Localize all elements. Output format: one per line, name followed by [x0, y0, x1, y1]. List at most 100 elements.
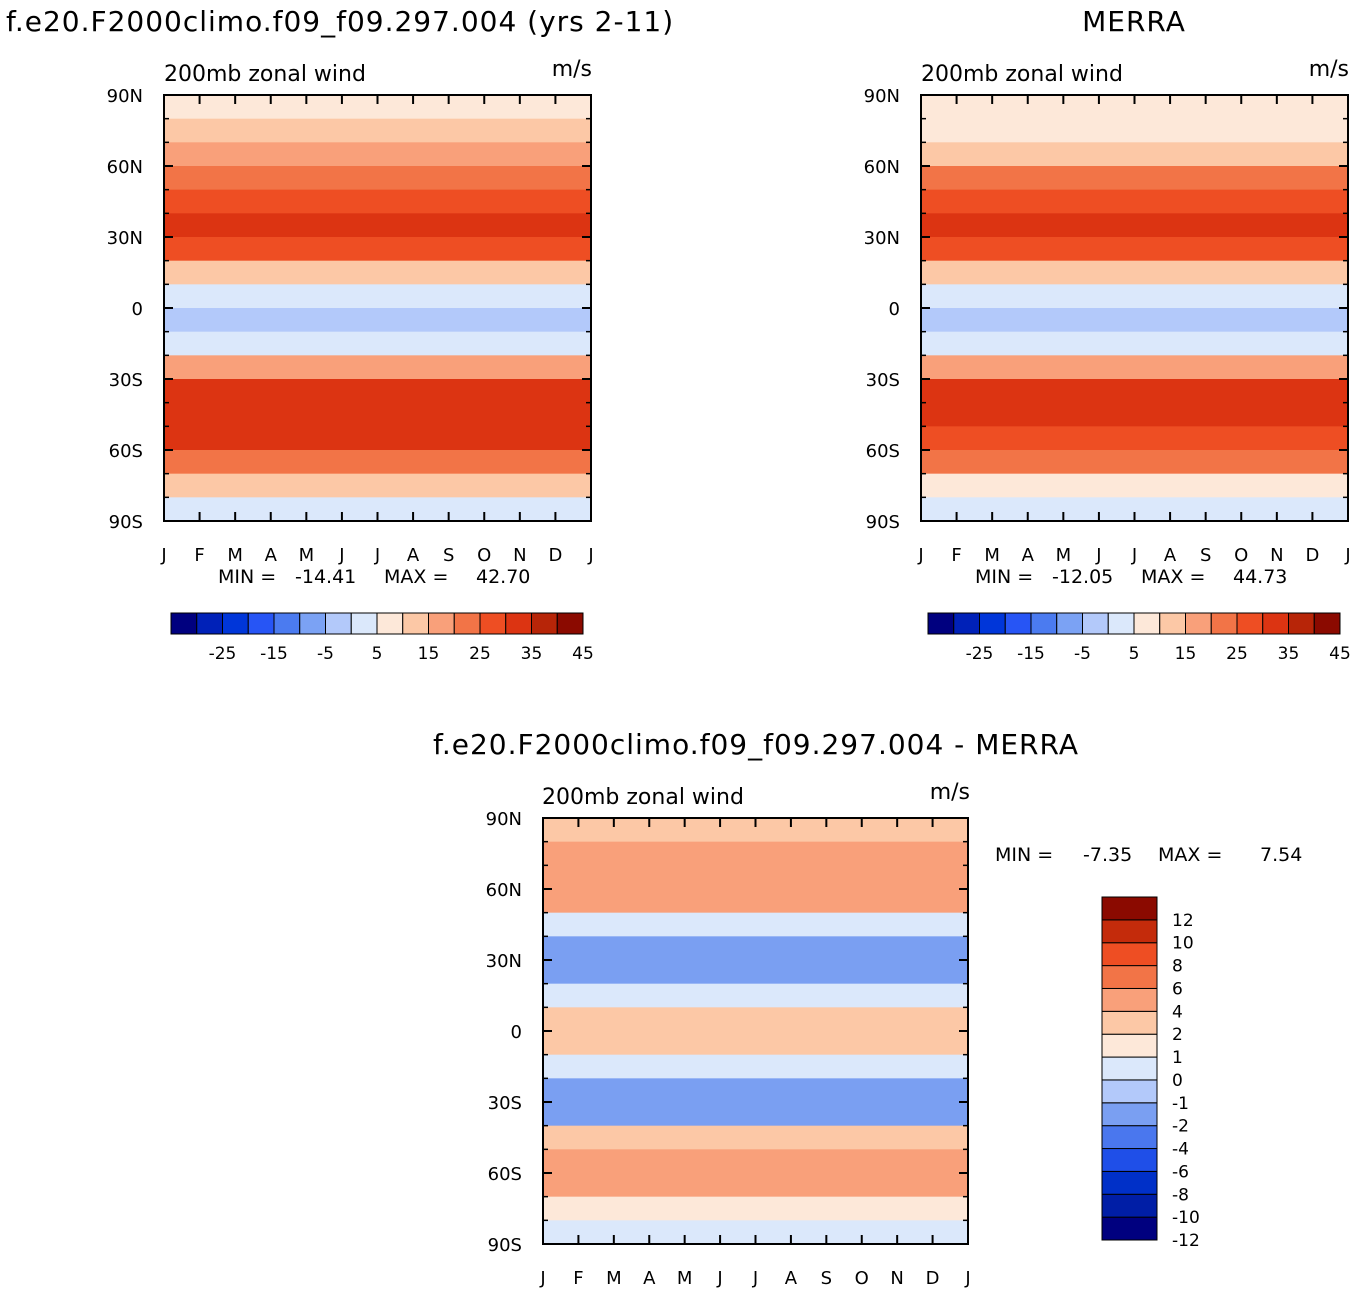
- diff-y-tick-label: 30S: [488, 1093, 522, 1114]
- model-colorbar-label: 15: [418, 644, 440, 664]
- model-lat-band: [164, 355, 591, 380]
- diff-colorbar-swatch: [1101, 1216, 1158, 1241]
- merra-lat-band: [921, 402, 1348, 427]
- merra-colorbar-label: -15: [1017, 644, 1045, 664]
- model-lat-band: [164, 402, 591, 427]
- model-lat-band: [164, 450, 591, 475]
- diff-x-tick-label: A: [643, 1268, 656, 1289]
- merra-x-tick-label: J: [1095, 545, 1101, 566]
- model-lat-band: [164, 118, 591, 143]
- model-x-tick-label: M: [227, 545, 243, 566]
- merra-x-tick-label: M: [1056, 545, 1072, 566]
- diff-lat-band: [543, 889, 968, 914]
- diff-lat-band: [543, 912, 968, 937]
- model-lat-band: [164, 237, 591, 262]
- merra-lat-band: [921, 166, 1348, 191]
- model-colorbar-swatch: [428, 612, 455, 635]
- diff-x-tick-label: F: [573, 1268, 583, 1289]
- diff-x-tick-label: S: [821, 1268, 832, 1289]
- diff-colorbar-swatch: [1101, 1102, 1158, 1127]
- merra-lat-band: [921, 142, 1348, 167]
- merra-x-tick-label: F: [951, 545, 961, 566]
- merra-lat-band: [921, 260, 1348, 285]
- diff-x-tick-label: A: [785, 1268, 798, 1289]
- merra-lat-band: [921, 355, 1348, 380]
- model-y-tick-label: 0: [132, 299, 143, 320]
- merra-colorbar-label: -5: [1074, 644, 1091, 664]
- merra-max-label: MAX =: [1141, 566, 1205, 588]
- diff-max-value: 7.54: [1260, 844, 1302, 866]
- model-lat-band: [164, 166, 591, 191]
- merra-colorbar-label: 15: [1175, 644, 1197, 664]
- model-max-value: 42.70: [476, 566, 530, 588]
- merra-colorbar-swatch: [1056, 612, 1083, 635]
- merra-lat-band: [921, 426, 1348, 451]
- diff-colorbar-swatch: [1101, 987, 1158, 1012]
- model-colorbar-swatch: [170, 612, 198, 635]
- merra-units-label: m/s: [1309, 57, 1349, 82]
- diff-colorbar-swatch: [1101, 1125, 1158, 1150]
- diff-colorbar-swatch: [1101, 1079, 1158, 1104]
- diff-colorbar-label: 0: [1172, 1071, 1183, 1091]
- diff-lat-band: [543, 1125, 968, 1150]
- merra-lat-band: [921, 284, 1348, 309]
- merra-panel-title: MERRA: [1082, 5, 1186, 38]
- merra-colorbar-swatch: [1082, 612, 1109, 635]
- diff-colorbar-swatch: [1101, 896, 1158, 921]
- diff-y-tick-label: 0: [511, 1022, 522, 1043]
- model-x-tick-label: S: [443, 545, 454, 566]
- merra-colorbar: -25 -15 -5 5 15 25 35 45: [927, 612, 1351, 664]
- model-lat-band: [164, 213, 591, 238]
- model-lat-band: [164, 308, 591, 333]
- diff-colorbar-swatch: [1101, 1033, 1158, 1058]
- merra-x-tick-label: N: [1270, 545, 1283, 566]
- merra-colorbar-swatch: [1262, 612, 1289, 635]
- model-lat-band: [164, 426, 591, 451]
- model-colorbar-label: -25: [209, 644, 237, 664]
- model-min-value: -14.41: [295, 566, 356, 588]
- diff-lat-band: [543, 1102, 968, 1127]
- diff-x-tick-label: N: [890, 1268, 903, 1289]
- merra-colorbar-swatch: [1288, 612, 1315, 635]
- diff-x-tick-label: J: [752, 1268, 758, 1289]
- diff-lat-band: [543, 1007, 968, 1032]
- merra-colorbar-swatch: [1185, 612, 1212, 635]
- diff-y-tick-label: 60S: [488, 1164, 522, 1185]
- model-min-label: MIN =: [218, 566, 276, 588]
- model-colorbar-swatch: [350, 612, 378, 635]
- diff-colorbar-label: -8: [1172, 1185, 1189, 1205]
- diff-colorbar-label: 10: [1172, 934, 1194, 954]
- merra-lat-band: [921, 189, 1348, 214]
- merra-heatmap: [921, 95, 1348, 522]
- merra-x-tick-label: A: [1164, 545, 1177, 566]
- model-lat-band: [164, 331, 591, 356]
- diff-colorbar-label: 8: [1172, 957, 1183, 977]
- diff-x-tick-label: M: [606, 1268, 622, 1289]
- diff-colorbar-swatch: [1101, 919, 1158, 944]
- merra-lat-band: [921, 213, 1348, 238]
- model-x-tick-label: J: [374, 545, 380, 566]
- diff-lat-band: [543, 1078, 968, 1103]
- model-y-tick-label: 30S: [109, 370, 143, 391]
- model-colorbar-swatch: [402, 612, 429, 635]
- merra-x-tick-label: J: [1131, 545, 1137, 566]
- merra-colorbar-swatch: [1210, 612, 1238, 635]
- model-lat-band: [164, 189, 591, 214]
- diff-colorbar-label: -10: [1172, 1208, 1200, 1228]
- merra-colorbar-swatch: [1004, 612, 1032, 635]
- merra-x-tick-label: J: [917, 545, 923, 566]
- diff-colorbar-swatch: [1101, 1010, 1158, 1035]
- model-colorbar-swatch: [376, 612, 404, 635]
- model-lat-band: [164, 473, 591, 498]
- diff-colorbar-swatch: [1101, 942, 1158, 967]
- model-panel-title: f.e20.F2000climo.f09_f09.297.004 (yrs 2-…: [6, 5, 674, 38]
- merra-min-value: -12.05: [1052, 566, 1113, 588]
- diff-colorbar-label: -4: [1172, 1140, 1189, 1160]
- model-units-label: m/s: [552, 57, 592, 82]
- diff-lat-band: [543, 1149, 968, 1174]
